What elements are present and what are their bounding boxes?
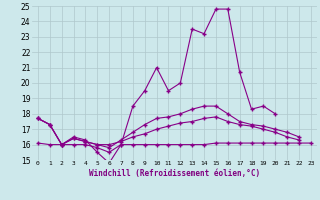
X-axis label: Windchill (Refroidissement éolien,°C): Windchill (Refroidissement éolien,°C) [89, 169, 260, 178]
